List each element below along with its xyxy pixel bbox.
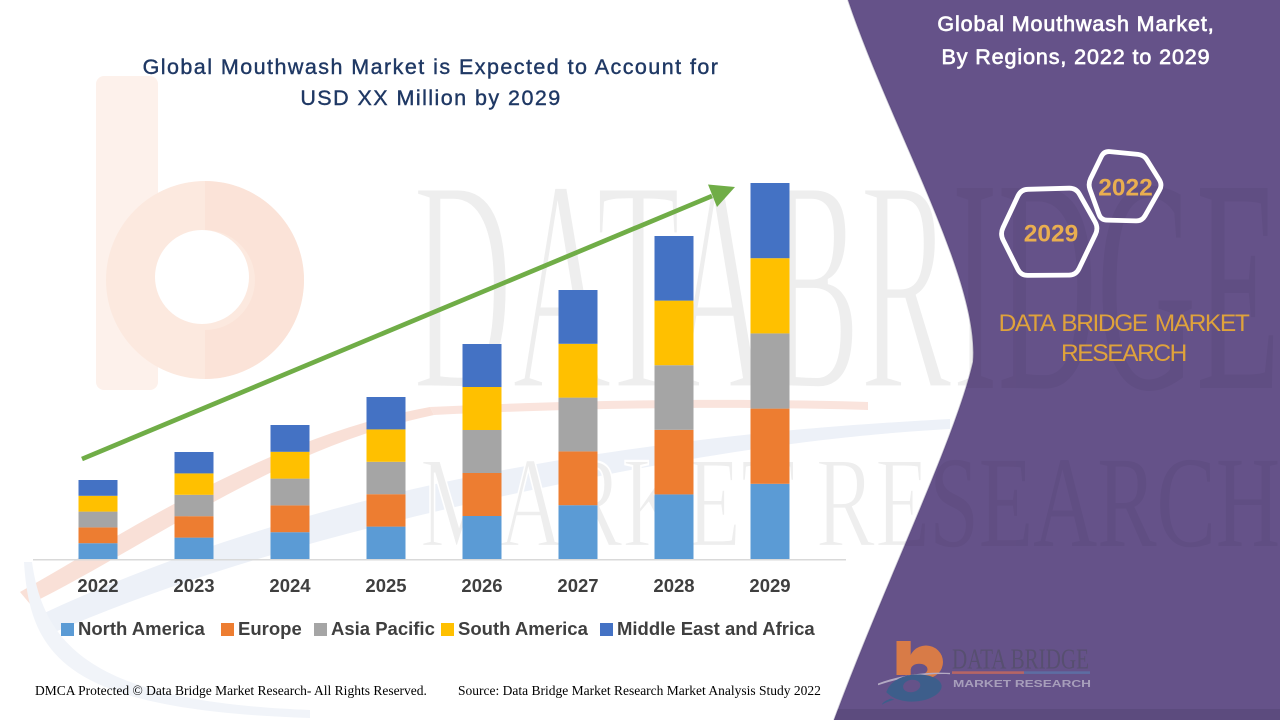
svg-text:MARKET RESEARCH: MARKET RESEARCH	[953, 678, 1091, 690]
svg-text:2022: 2022	[1098, 175, 1153, 202]
svg-text:DATA BRIDGE: DATA BRIDGE	[952, 645, 1089, 676]
svg-text:2029: 2029	[1024, 221, 1079, 248]
